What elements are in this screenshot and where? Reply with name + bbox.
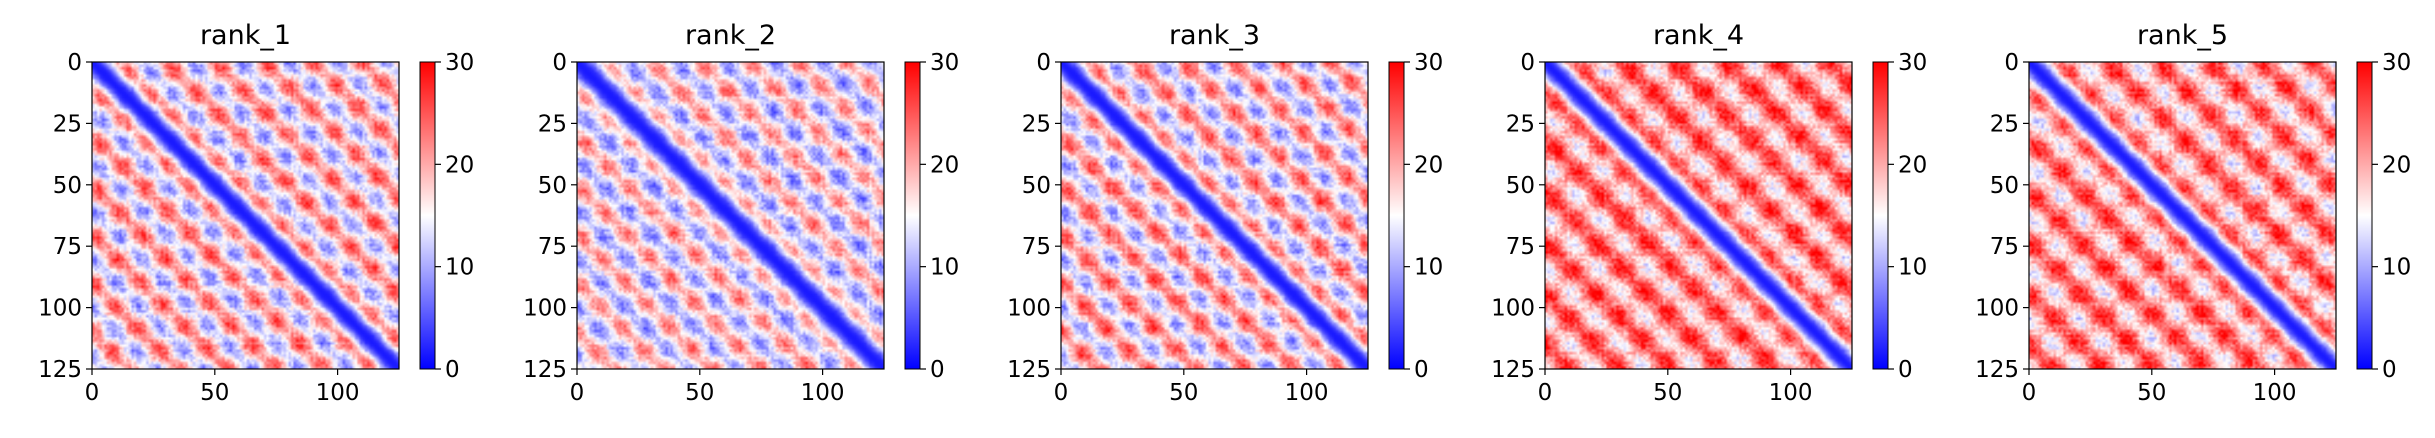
x-tick-label: 0 — [85, 380, 100, 406]
heatmap-image — [1061, 62, 1368, 369]
colorbar-tick-label: 0 — [930, 357, 945, 383]
plot-frame — [576, 61, 885, 370]
colorbar-tick-label: 10 — [2382, 255, 2411, 281]
colorbar — [2356, 61, 2373, 370]
y-tick-label: 125 — [38, 357, 82, 383]
y-tick-label: 125 — [523, 357, 567, 383]
y-tick-label: 50 — [1990, 173, 2019, 199]
panel-title: rank_2 — [685, 20, 776, 51]
x-tick-label: 100 — [1285, 380, 1329, 406]
x-tick-label: 0 — [1054, 380, 1069, 406]
y-tick-label: 0 — [552, 50, 567, 76]
x-tick-label: 50 — [2137, 380, 2166, 406]
colorbar-tick-label: 10 — [445, 255, 474, 281]
plot-frame — [1060, 61, 1369, 370]
y-tick-label: 75 — [1022, 234, 1051, 260]
panel-title: rank_3 — [1169, 20, 1260, 51]
colorbar-tick-label: 20 — [2382, 152, 2411, 178]
x-tick-label: 50 — [685, 380, 714, 406]
y-tick-label: 100 — [1007, 296, 1051, 322]
y-tick-label: 100 — [38, 296, 82, 322]
x-tick-label: 0 — [1538, 380, 1553, 406]
y-tick-label: 50 — [53, 173, 82, 199]
colorbar-tick-label: 0 — [2382, 357, 2397, 383]
colorbar — [1872, 61, 1889, 370]
colorbar-tick-label: 20 — [1898, 152, 1927, 178]
heatmap-image — [2029, 62, 2336, 369]
x-tick-label: 0 — [570, 380, 585, 406]
heatmap-image — [92, 62, 399, 369]
y-tick-label: 0 — [67, 50, 82, 76]
y-tick-label: 50 — [1022, 173, 1051, 199]
y-tick-label: 125 — [1007, 357, 1051, 383]
colorbar-tick-label: 10 — [1898, 255, 1927, 281]
y-tick-label: 75 — [53, 234, 82, 260]
y-tick-label: 100 — [1975, 296, 2019, 322]
colorbar — [419, 61, 436, 370]
colorbar-tick-label: 30 — [2382, 50, 2411, 76]
y-tick-label: 50 — [1506, 173, 1535, 199]
y-tick-label: 75 — [1506, 234, 1535, 260]
colorbar-tick-label: 10 — [930, 255, 959, 281]
colorbar-tick-label: 10 — [1414, 255, 1443, 281]
y-tick-label: 125 — [1491, 357, 1535, 383]
y-tick-label: 25 — [538, 111, 567, 137]
colorbar-tick-label: 0 — [1414, 357, 1429, 383]
x-tick-label: 100 — [801, 380, 845, 406]
y-tick-label: 25 — [1506, 111, 1535, 137]
x-tick-label: 0 — [2022, 380, 2037, 406]
heatmap-image — [1545, 62, 1852, 369]
colorbar-tick-label: 30 — [445, 50, 474, 76]
y-tick-label: 25 — [53, 111, 82, 137]
colorbar-tick-label: 0 — [1898, 357, 1913, 383]
colorbar-tick-label: 30 — [1414, 50, 1443, 76]
colorbar-tick-label: 20 — [930, 152, 959, 178]
x-tick-label: 100 — [2253, 380, 2297, 406]
plot-frame — [2028, 61, 2337, 370]
x-tick-label: 50 — [200, 380, 229, 406]
plot-frame — [91, 61, 400, 370]
colorbar-tick-label: 20 — [1414, 152, 1443, 178]
plot-frame — [1544, 61, 1853, 370]
y-tick-label: 25 — [1990, 111, 2019, 137]
panel-title: rank_1 — [200, 20, 291, 51]
y-tick-label: 0 — [1036, 50, 1051, 76]
y-tick-label: 75 — [1990, 234, 2019, 260]
x-tick-label: 50 — [1169, 380, 1198, 406]
y-tick-label: 100 — [1491, 296, 1535, 322]
panel-title: rank_4 — [1653, 20, 1744, 51]
colorbar-tick-label: 0 — [445, 357, 460, 383]
colorbar-tick-label: 20 — [445, 152, 474, 178]
y-tick-label: 25 — [1022, 111, 1051, 137]
y-tick-label: 50 — [538, 173, 567, 199]
y-tick-label: 125 — [1975, 357, 2019, 383]
panel-title: rank_5 — [2137, 20, 2228, 51]
y-tick-label: 0 — [1520, 50, 1535, 76]
x-tick-label: 100 — [1769, 380, 1813, 406]
colorbar-tick-label: 30 — [930, 50, 959, 76]
y-tick-label: 75 — [538, 234, 567, 260]
heatmap-image — [577, 62, 884, 369]
x-tick-label: 100 — [316, 380, 360, 406]
colorbar — [1388, 61, 1405, 370]
y-tick-label: 0 — [2004, 50, 2019, 76]
colorbar-tick-label: 30 — [1898, 50, 1927, 76]
x-tick-label: 50 — [1653, 380, 1682, 406]
y-tick-label: 100 — [523, 296, 567, 322]
colorbar — [904, 61, 921, 370]
